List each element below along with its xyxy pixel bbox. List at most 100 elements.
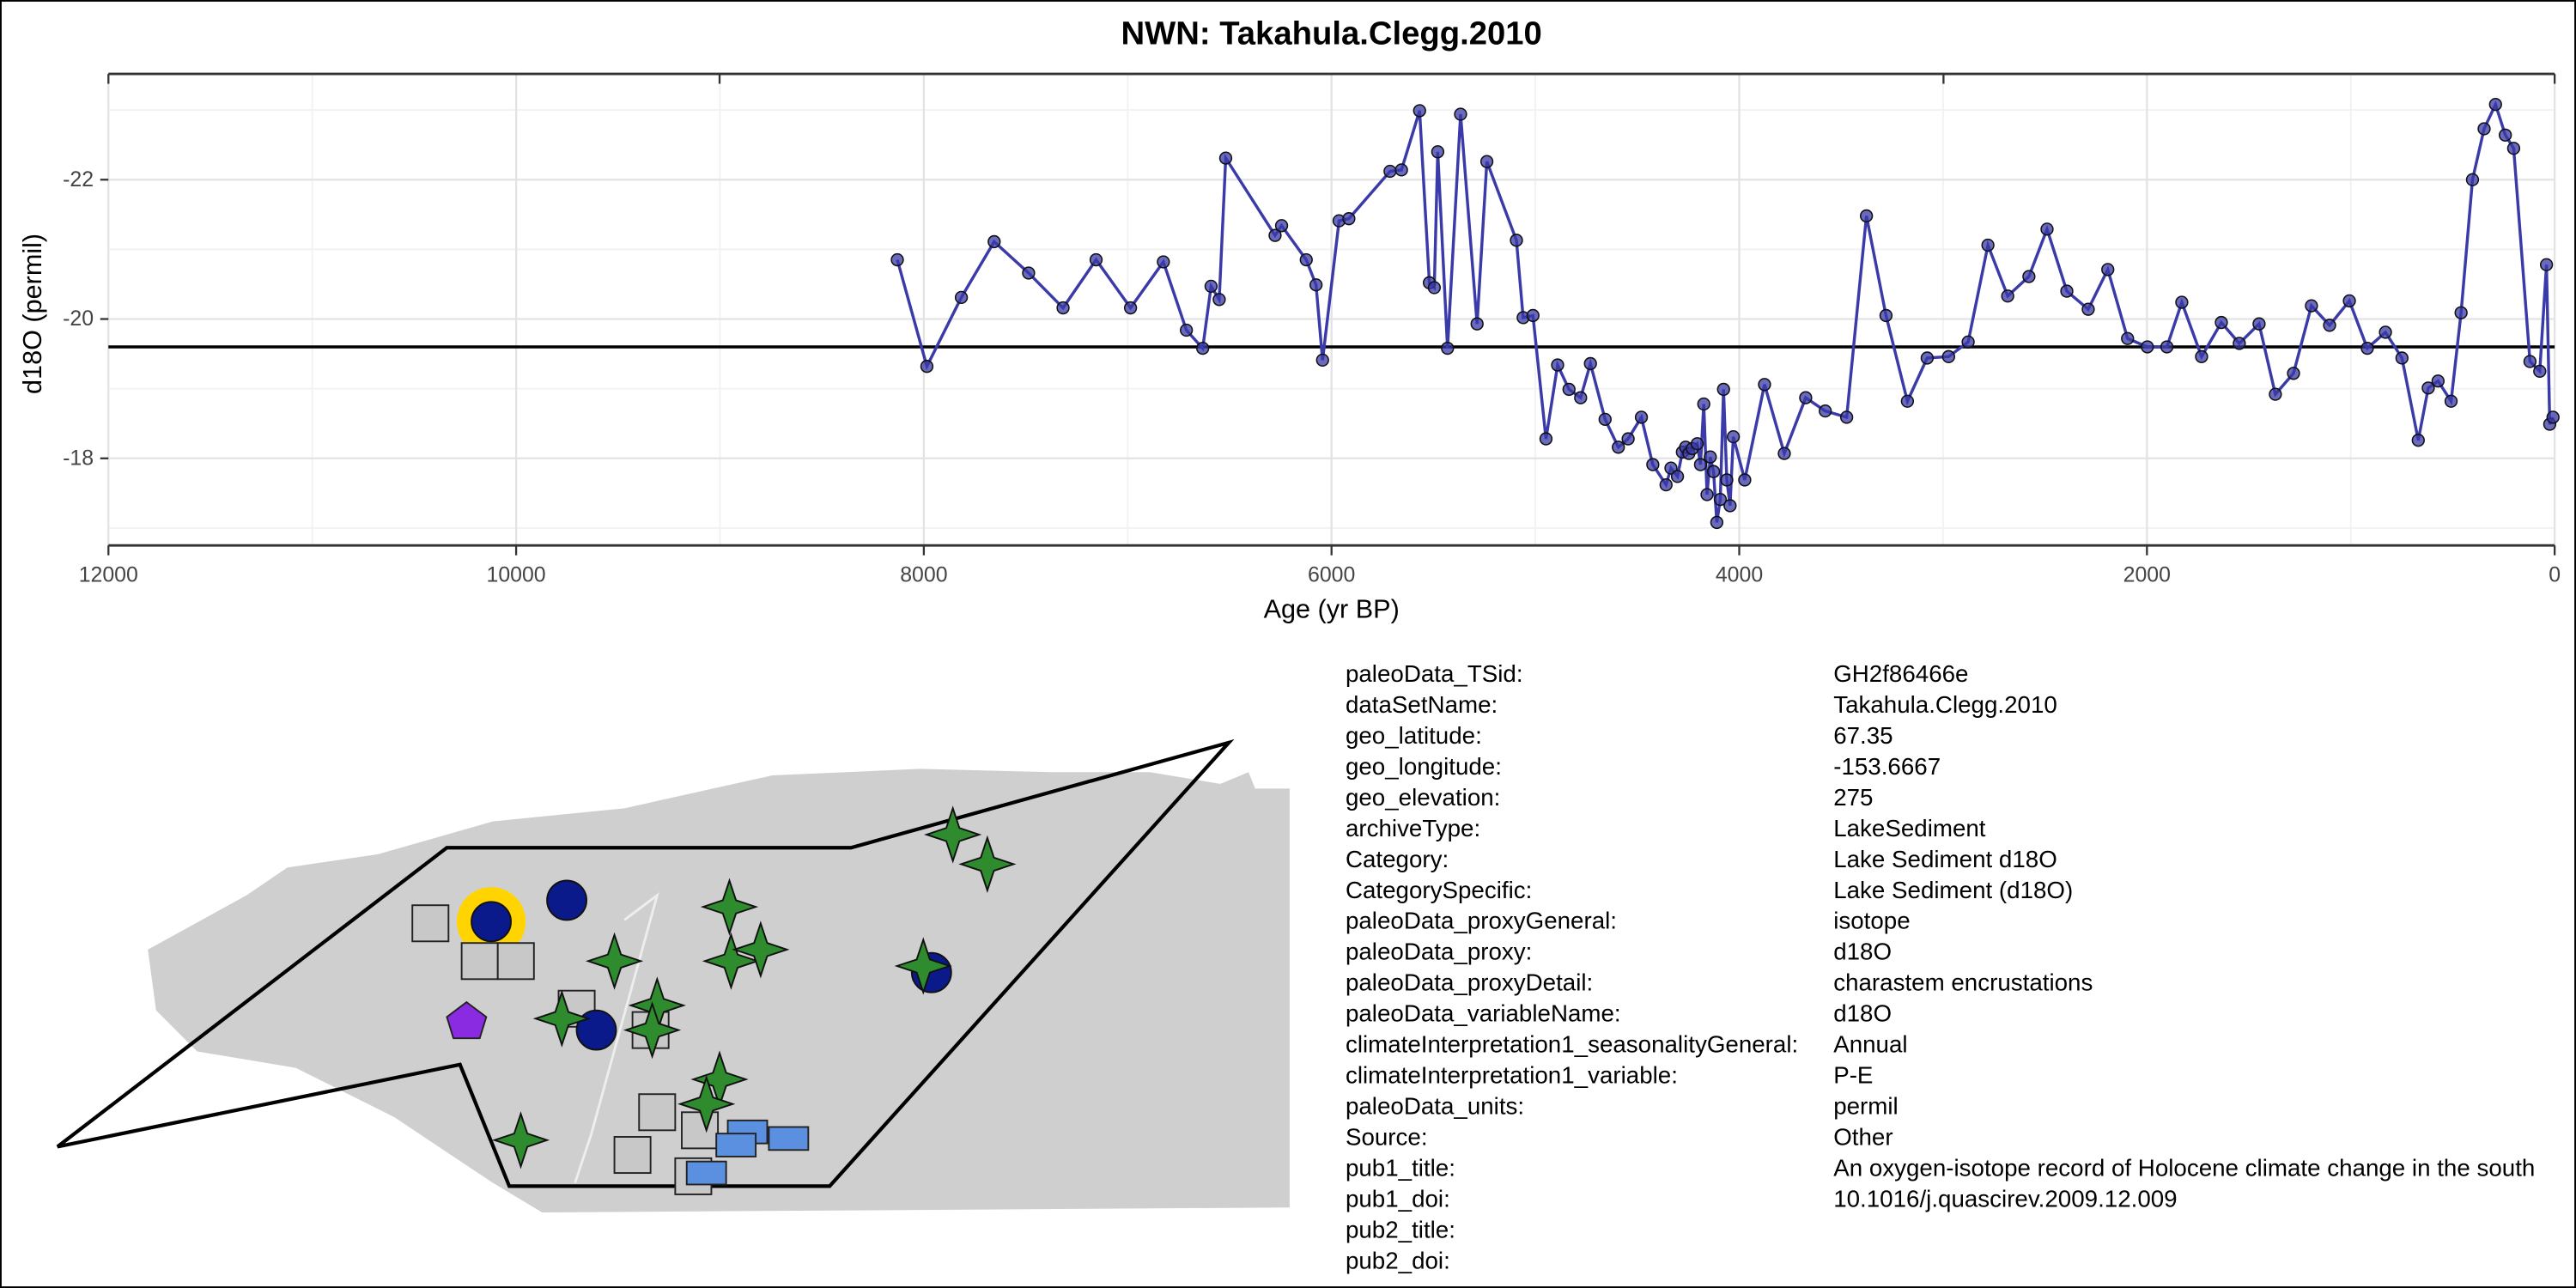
meta-value: Other (1833, 1124, 1893, 1151)
data-point (1180, 323, 1194, 337)
site-marker (681, 1111, 720, 1150)
data-point (1470, 317, 1484, 331)
meta-key: paleoData_variableName: (1346, 1000, 1621, 1027)
data-point (920, 360, 934, 374)
meta-key: paleoData_units: (1346, 1093, 1524, 1120)
data-point (1713, 493, 1728, 507)
land (1051, 772, 1282, 920)
land (148, 769, 1290, 1212)
data-point (2060, 284, 2074, 298)
meta-value: permil (1833, 1093, 1899, 1120)
data-point (2215, 315, 2228, 330)
meta-value: An oxygen-isotope record of Holocene cli… (1833, 1155, 2535, 1182)
meta-key: dataSetName: (1346, 691, 1498, 718)
x-tick-label: 6000 (1308, 562, 1355, 586)
site-marker (894, 937, 952, 995)
data-point (1056, 301, 1070, 315)
site-marker (700, 878, 759, 936)
data-point (1479, 155, 1494, 168)
data-point (1900, 394, 1915, 408)
data-point (2465, 173, 2480, 186)
data-point (2499, 128, 2512, 142)
data-point (2175, 295, 2189, 309)
data-point (1089, 252, 1103, 267)
meta-key: CategorySpecific: (1346, 877, 1532, 903)
site-marker (613, 1136, 652, 1175)
data-point (2477, 122, 2491, 136)
site-marker (411, 904, 450, 943)
data-point (1690, 437, 1704, 451)
meta-key: paleoData_proxyDetail: (1346, 969, 1593, 996)
data-point (1212, 293, 1226, 307)
data-point (1196, 341, 1210, 355)
data-point (2379, 325, 2392, 339)
data-point (1526, 308, 1540, 323)
data-point (1704, 450, 1717, 464)
metadata-table: paleoData_TSid: GH2f86466e dataSetName: Tak… (1346, 660, 2535, 1273)
data-point (1441, 341, 1455, 355)
data-point (1726, 429, 1741, 444)
data-point (1879, 308, 1893, 323)
data-point (2454, 306, 2468, 319)
data-point (1562, 382, 1576, 397)
data-point (2539, 258, 2554, 271)
chart-title: NWN: Takahula.Clegg.2010 (1121, 15, 1542, 52)
data-point (2269, 387, 2282, 401)
data-point (1583, 356, 1597, 371)
data-point (1394, 163, 1408, 177)
meta-key: pub2_title: (1346, 1216, 1455, 1242)
site-marker (623, 1000, 682, 1060)
data-point (1941, 349, 1955, 363)
border (574, 892, 659, 1184)
data-point (1700, 488, 1714, 501)
x-tick-label: 4000 (1716, 562, 1763, 586)
meta-key: climateInterpretation1_variable: (1346, 1062, 1678, 1089)
data-point (2411, 434, 2425, 447)
data-point (1383, 164, 1397, 179)
site-marker (460, 942, 499, 981)
meta-key: paleoData_proxyGeneral: (1346, 908, 1617, 934)
data-point (1693, 458, 1708, 471)
data-point (1299, 252, 1313, 267)
data-point (890, 252, 904, 267)
data-point (2195, 349, 2208, 363)
data-point (1157, 255, 1170, 269)
meta-key: pub1_title: (1346, 1155, 1455, 1182)
data-point (1621, 432, 1635, 446)
data-point (1413, 104, 1426, 118)
site-marker (702, 932, 761, 990)
data-point (2305, 299, 2318, 313)
data-point (1315, 353, 1329, 368)
meta-key: pub1_doi: (1346, 1185, 1450, 1212)
data-point (2342, 294, 2356, 308)
data-point (1819, 404, 1832, 418)
data-point (1920, 351, 1935, 365)
data-point (1839, 410, 1854, 424)
data-point (2252, 317, 2266, 331)
site-marker (768, 1126, 810, 1151)
meta-value: LakeSediment (1833, 815, 1986, 841)
meta-value: d18O (1833, 1000, 1892, 1027)
data-point (1634, 410, 1649, 424)
meta-key: paleoData_TSid: (1346, 660, 1523, 687)
meta-key: climateInterpretation1_seasonalityGenera… (1346, 1031, 1798, 1058)
data-point (1551, 358, 1564, 372)
data-point (1612, 440, 1625, 454)
region-outline (56, 738, 1235, 1188)
meta-key: archiveType: (1346, 815, 1480, 841)
data-point (1342, 212, 1356, 226)
data-point (1539, 432, 1553, 446)
data-point (2506, 142, 2521, 155)
data-point (1799, 391, 1813, 404)
site-marker (924, 805, 982, 864)
data-point (1218, 151, 1233, 165)
site-marker (677, 1075, 736, 1133)
data-point (2360, 341, 2374, 355)
meta-value: Annual (1833, 1031, 1907, 1058)
meta-value: Lake Sediment d18O (1833, 846, 2057, 872)
site-marker (546, 879, 587, 921)
meta-key: Category: (1346, 846, 1449, 872)
data-point (2022, 270, 2036, 283)
x-tick-label: 8000 (900, 562, 947, 586)
